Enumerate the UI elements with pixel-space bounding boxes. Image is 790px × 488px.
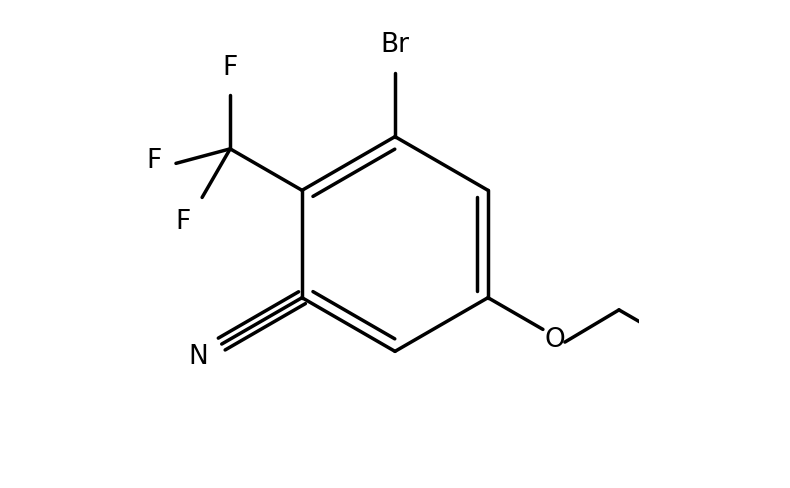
Text: F: F [146, 148, 162, 174]
Text: F: F [223, 55, 238, 81]
Text: O: O [545, 327, 566, 353]
Text: Br: Br [381, 32, 409, 58]
Text: N: N [189, 345, 209, 370]
Text: F: F [175, 209, 190, 235]
